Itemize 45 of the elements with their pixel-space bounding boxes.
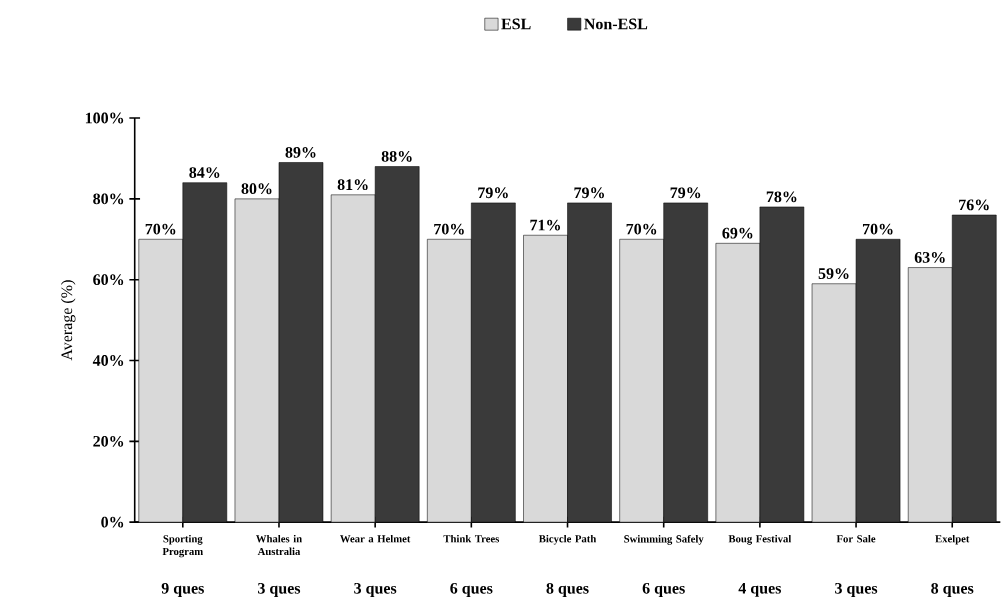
text: 8 ques [931, 582, 974, 597]
y-tick-label: 0% [101, 516, 124, 528]
data-label: 81% [337, 179, 368, 191]
y-tick-label: 80% [93, 193, 124, 205]
x-tick-label: Bicycle Path [538, 534, 597, 545]
x-tick-label: Wear a Helmet [340, 534, 411, 543]
x-tick-label: For Sale [836, 534, 876, 543]
y-tick-label: 20% [93, 435, 124, 447]
data-label: 70% [626, 223, 657, 235]
text: 3 ques [835, 582, 878, 597]
data-label: 76% [959, 199, 989, 211]
y-tick-label: 40% [92, 355, 124, 366]
legend-label: ESL [501, 18, 531, 30]
x-tick-label: Sporting Program [162, 534, 203, 558]
data-label: 71% [530, 219, 561, 231]
data-label: 80% [241, 183, 272, 195]
text: 6 ques [642, 582, 685, 597]
data-label: 84% [189, 167, 220, 178]
y-tick-label: 100% [85, 112, 124, 124]
data-label: 59% [818, 268, 849, 279]
data-label: 88% [381, 150, 412, 162]
data-label: 89% [285, 146, 316, 158]
y-tick-label: 60% [93, 274, 124, 286]
x-tick-label: Think Trees [443, 534, 500, 543]
x-tick-label: Whales in Australia [256, 534, 302, 555]
data-label: 63% [914, 251, 945, 263]
legend-label: Non-ESL [584, 18, 648, 30]
text: 6 ques [450, 582, 493, 597]
text: 3 ques [354, 582, 397, 597]
x-tick-label: Exelpet [935, 534, 970, 545]
data-label: 69% [722, 227, 753, 239]
y-axis-title: Average (%) [60, 280, 76, 361]
x-tick-label: Boug Festival [728, 534, 792, 545]
text: 9 ques [161, 582, 204, 597]
data-label: 79% [670, 187, 701, 199]
data-label: 79% [478, 187, 508, 199]
data-label: 70% [862, 223, 893, 235]
data-label: 79% [574, 187, 605, 199]
text: 3 ques [258, 582, 301, 597]
text: 8 ques [546, 582, 589, 597]
data-label: 70% [434, 223, 464, 235]
text: 4 ques [738, 582, 782, 597]
data-label: 70% [145, 223, 176, 235]
data-label: 78% [766, 191, 797, 203]
x-tick-label: Swimming Safely [624, 534, 704, 545]
